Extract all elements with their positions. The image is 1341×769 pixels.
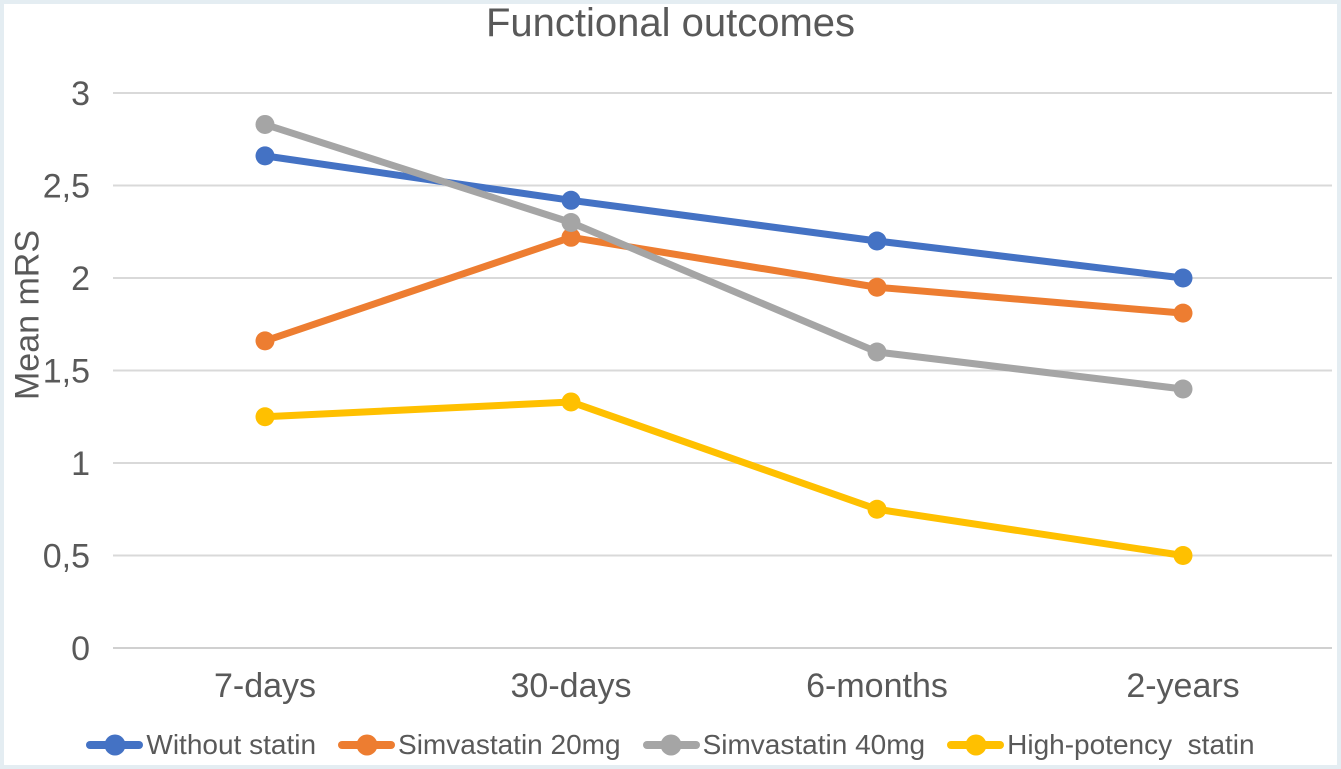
data-point (561, 227, 581, 247)
legend-item-simvastatin-20mg: Simvastatin 20mg (338, 729, 621, 761)
legend-marker-line (642, 734, 700, 756)
legend-marker-dot (965, 734, 987, 756)
data-point (255, 331, 275, 351)
data-point (1173, 546, 1193, 565)
y-tick-label: 3 (71, 75, 90, 113)
y-tick-label: 1,5 (43, 353, 90, 391)
legend-label: Simvastatin 40mg (702, 729, 926, 760)
y-tick-label: 0 (71, 630, 90, 668)
data-point (1173, 303, 1193, 323)
legend-item-high-potency-statin: High-potency statin (947, 729, 1255, 761)
data-point (255, 114, 275, 134)
y-tick-label: 1 (71, 445, 90, 483)
data-point (255, 146, 275, 166)
legend-label: Without statin (146, 729, 317, 760)
data-point (1173, 268, 1193, 288)
data-point (867, 499, 887, 519)
legend-item-simvastatin-40mg: Simvastatin 40mg (642, 729, 926, 761)
x-tick-label: 30-days (511, 667, 632, 705)
data-point (561, 392, 581, 412)
chart-title: Functional outcomes (485, 1, 856, 45)
legend: Without statin Simvastatin 20mg Simvasta… (4, 724, 1337, 765)
series-line (261, 398, 1187, 559)
legend-marker-line (338, 734, 396, 756)
data-point (867, 277, 887, 297)
y-tick-label: 2 (71, 260, 90, 298)
data-point (867, 231, 887, 251)
legend-label: Simvastatin 20mg (398, 729, 621, 760)
series-line (261, 120, 1187, 393)
x-tick-label: 2-years (1126, 667, 1239, 705)
series-line (261, 233, 1187, 345)
legend-label: High-potency statin (1007, 729, 1255, 760)
legend-item-without-statin: Without statin (86, 729, 316, 761)
legend-marker-dot (104, 734, 126, 756)
series-line (261, 152, 1187, 282)
data-point (255, 407, 275, 427)
y-tick-label: 2,5 (43, 168, 90, 206)
legend-marker-line (86, 734, 144, 756)
data-point (561, 213, 581, 232)
data-point (561, 190, 581, 210)
x-tick-label: 7-days (214, 667, 316, 705)
legend-marker-dot (356, 734, 378, 756)
data-point (1173, 379, 1193, 399)
y-tick-label: 0,5 (43, 538, 90, 576)
x-tick-label: 6-months (806, 667, 948, 705)
legend-marker-line (947, 734, 1005, 756)
legend-marker-dot (660, 734, 682, 756)
data-point (867, 342, 887, 362)
